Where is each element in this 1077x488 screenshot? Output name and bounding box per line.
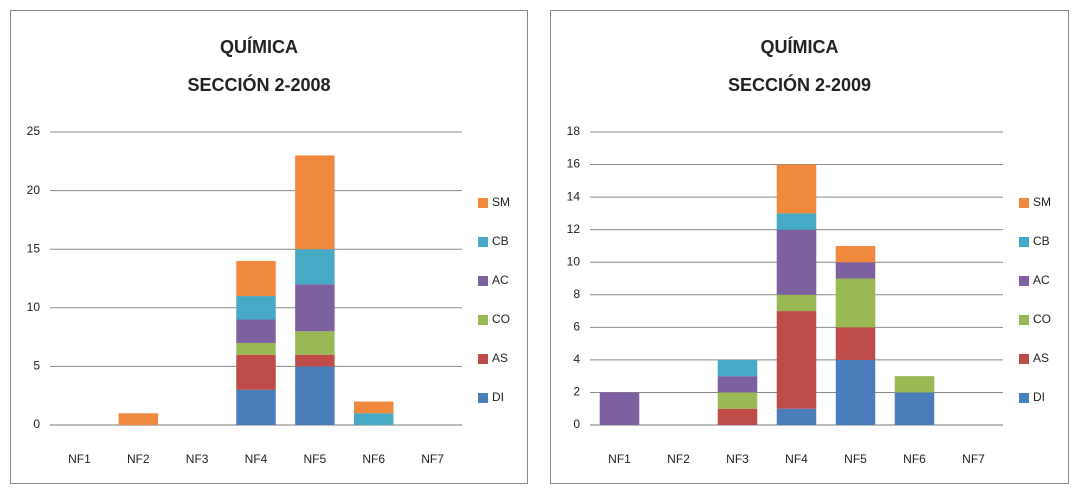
bar-segment: [835, 278, 876, 328]
bar-segment: [295, 249, 335, 285]
bar-segment: [835, 262, 876, 279]
legend-label: DI: [1033, 390, 1045, 404]
bar-segment: [236, 260, 276, 297]
legend-swatch: [478, 198, 488, 208]
legend-swatch: [1019, 198, 1029, 208]
bar-segment: [236, 296, 276, 320]
legend-label: SM: [1033, 195, 1051, 209]
y-tick-label: 0: [573, 417, 580, 431]
legend-swatch: [1019, 393, 1029, 403]
y-tick-label: 4: [573, 352, 580, 366]
y-tick-label: 5: [33, 359, 40, 373]
bar-segment: [236, 389, 276, 425]
x-tick-label: NF5: [304, 452, 327, 466]
bar-segment: [295, 284, 335, 332]
legend-swatch: [478, 237, 488, 247]
bar-segment: [295, 155, 335, 250]
legend-swatch: [1019, 354, 1029, 364]
bar-segment: [776, 311, 817, 409]
bar-segment: [717, 392, 758, 409]
x-tick-label: NF6: [903, 452, 926, 466]
chart-title: QUÍMICA: [220, 36, 298, 57]
y-tick-label: 14: [567, 189, 581, 203]
legend-swatch: [478, 393, 488, 403]
bar-segment: [776, 408, 817, 425]
legend-swatch: [1019, 276, 1029, 286]
legend-label: CO: [492, 312, 510, 326]
x-tick-label: NF2: [127, 452, 150, 466]
legend-label: AC: [492, 273, 509, 287]
y-tick-label: 0: [33, 417, 40, 431]
x-tick-label: NF3: [726, 452, 749, 466]
bar-segment: [835, 327, 876, 360]
x-tick-label: NF7: [962, 452, 985, 466]
y-tick-label: 20: [27, 183, 41, 197]
legend-swatch: [478, 315, 488, 325]
y-tick-label: 15: [27, 241, 41, 255]
legend-label: AS: [1033, 351, 1049, 365]
bar-segment: [295, 354, 335, 367]
legend-label: DI: [492, 390, 504, 404]
bar-segment: [717, 408, 758, 425]
legend-swatch: [1019, 237, 1029, 247]
legend-label: AC: [1033, 273, 1050, 287]
y-tick-label: 10: [27, 300, 41, 314]
y-tick-label: 18: [567, 124, 581, 138]
bar-segment: [599, 392, 640, 425]
x-tick-label: NF4: [245, 452, 268, 466]
legend-label: AS: [492, 351, 508, 365]
bar-segment: [236, 354, 276, 390]
x-tick-label: NF7: [421, 452, 444, 466]
chart-subtitle: SECCIÓN 2-2009: [728, 74, 871, 95]
y-tick-label: 12: [567, 222, 581, 236]
y-tick-label: 10: [567, 254, 581, 268]
legend-label: CO: [1033, 312, 1051, 326]
x-tick-label: NF1: [68, 452, 91, 466]
bar-segment: [894, 376, 935, 393]
bar-segment: [717, 376, 758, 393]
bar-segment: [776, 294, 817, 312]
y-tick-label: 8: [573, 287, 580, 301]
legend-swatch: [478, 276, 488, 286]
x-tick-label: NF4: [785, 452, 808, 466]
y-tick-label: 25: [27, 124, 41, 138]
x-tick-label: NF1: [608, 452, 631, 466]
legend-label: SM: [492, 195, 510, 209]
bar-segment: [295, 331, 335, 355]
bar-segment: [835, 245, 876, 263]
x-tick-label: NF2: [667, 452, 690, 466]
chart-panel: QUÍMICA SECCIÓN 2-2009 0 2 4 6 8 10 12 14 16 18 NF1 N…: [550, 10, 1069, 484]
y-tick-label: 16: [567, 157, 581, 171]
bar-segment: [353, 401, 394, 414]
legend-label: CB: [492, 234, 509, 248]
legend-swatch: [478, 354, 488, 364]
x-tick-label: NF6: [362, 452, 385, 466]
y-tick-label: 2: [573, 385, 580, 399]
legend-swatch: [1019, 315, 1029, 325]
bar-segment: [353, 413, 394, 425]
bar-segment: [236, 342, 276, 355]
bar-segment: [776, 229, 817, 295]
bar-segment: [776, 164, 817, 214]
x-tick-label: NF5: [844, 452, 867, 466]
bar-segment: [717, 359, 758, 377]
bar-segment: [776, 213, 817, 230]
bar-segment: [894, 392, 935, 425]
chart-panel: QUÍMICA SECCIÓN 2-2008 0 5 10 15 20 25 NF1 NF2 NF3…: [10, 10, 528, 484]
bar-segment: [295, 366, 335, 425]
x-tick-label: NF3: [186, 452, 209, 466]
legend-label: CB: [1033, 234, 1050, 248]
chart-title: QUÍMICA: [761, 36, 839, 57]
bar-segment: [236, 319, 276, 343]
chart-subtitle: SECCIÓN 2-2008: [187, 74, 330, 95]
bar-segment: [118, 413, 159, 425]
bar-segment: [835, 359, 876, 425]
y-tick-label: 6: [573, 320, 580, 334]
